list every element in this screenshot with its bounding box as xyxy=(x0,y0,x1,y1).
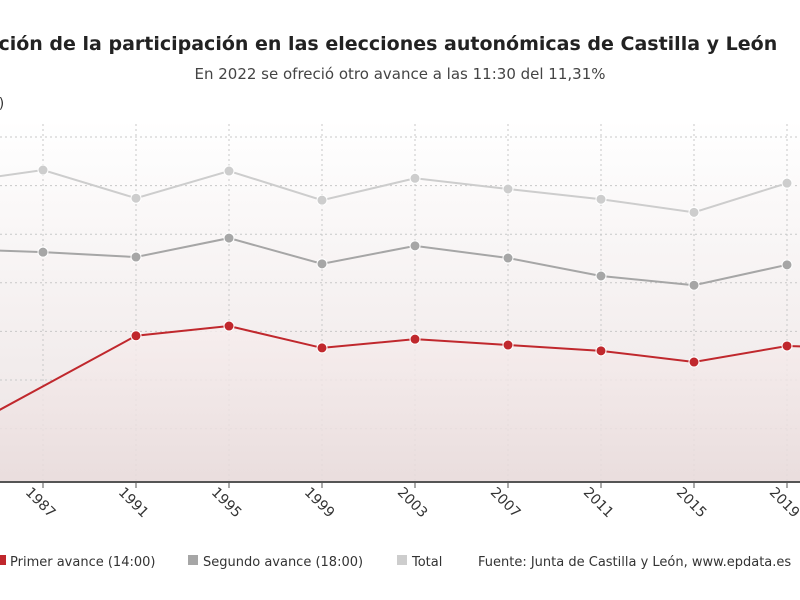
area-primer-avance xyxy=(0,326,800,482)
x-tick-label: 2015 xyxy=(673,485,710,522)
data-point-total[interactable] xyxy=(502,183,514,195)
legend-swatch-segundo xyxy=(188,555,198,565)
data-point-segundo[interactable] xyxy=(502,252,514,264)
series-line-total xyxy=(0,169,788,214)
x-tick-label: 2007 xyxy=(487,485,524,522)
data-point-total[interactable] xyxy=(688,206,700,218)
chart-title: Evolución de la participación en las ele… xyxy=(0,33,777,55)
data-point-primer[interactable] xyxy=(688,356,700,368)
x-tick-label: 2003 xyxy=(394,485,431,522)
data-point-primer[interactable] xyxy=(595,345,607,357)
data-point-total[interactable] xyxy=(595,193,607,205)
data-point-total[interactable] xyxy=(316,194,328,206)
chart-subtitle: En 2022 se ofreció otro avance a las 11:… xyxy=(194,65,605,83)
data-point-segundo[interactable] xyxy=(409,240,421,252)
data-point-primer[interactable] xyxy=(502,339,514,351)
data-point-segundo[interactable] xyxy=(37,246,49,258)
series-line-primer xyxy=(0,325,800,411)
data-point-primer[interactable] xyxy=(316,342,328,354)
legend-label-total: Total xyxy=(411,555,442,570)
data-point-segundo[interactable] xyxy=(223,232,235,244)
data-point-primer[interactable] xyxy=(409,333,421,345)
data-point-primer[interactable] xyxy=(223,320,235,332)
legend-swatch-total xyxy=(397,555,407,565)
data-point-segundo[interactable] xyxy=(688,279,700,291)
y-axis-label: (%) xyxy=(0,96,4,112)
source-note: Fuente: Junta de Castilla y León, www.ep… xyxy=(478,555,791,570)
data-point-total[interactable] xyxy=(409,172,421,184)
legend: Primer avance (14:00) Segundo avance (18… xyxy=(0,555,791,570)
data-point-total[interactable] xyxy=(223,165,235,177)
x-tick-label: 1999 xyxy=(301,485,338,522)
data-point-segundo[interactable] xyxy=(316,258,328,270)
data-point-segundo[interactable] xyxy=(781,259,793,271)
legend-label-segundo: Segundo avance (18:00) xyxy=(203,555,363,570)
data-point-total[interactable] xyxy=(130,192,142,204)
data-point-segundo[interactable] xyxy=(130,251,142,263)
x-tick-label: 2019 xyxy=(766,485,800,522)
legend-label-primer: Primer avance (14:00) xyxy=(10,555,155,570)
data-point-primer[interactable] xyxy=(781,340,793,352)
x-tick-label: 1991 xyxy=(115,485,152,522)
x-tick-label: 1987 xyxy=(22,485,59,522)
data-point-total[interactable] xyxy=(37,164,49,176)
x-tick-label: 2011 xyxy=(580,485,617,522)
legend-swatch-primer xyxy=(0,555,6,565)
data-point-segundo[interactable] xyxy=(595,270,607,282)
series-line-segundo xyxy=(0,237,788,287)
data-point-primer[interactable] xyxy=(130,330,142,342)
x-tick-label: 1995 xyxy=(208,485,245,522)
data-point-total[interactable] xyxy=(781,177,793,189)
